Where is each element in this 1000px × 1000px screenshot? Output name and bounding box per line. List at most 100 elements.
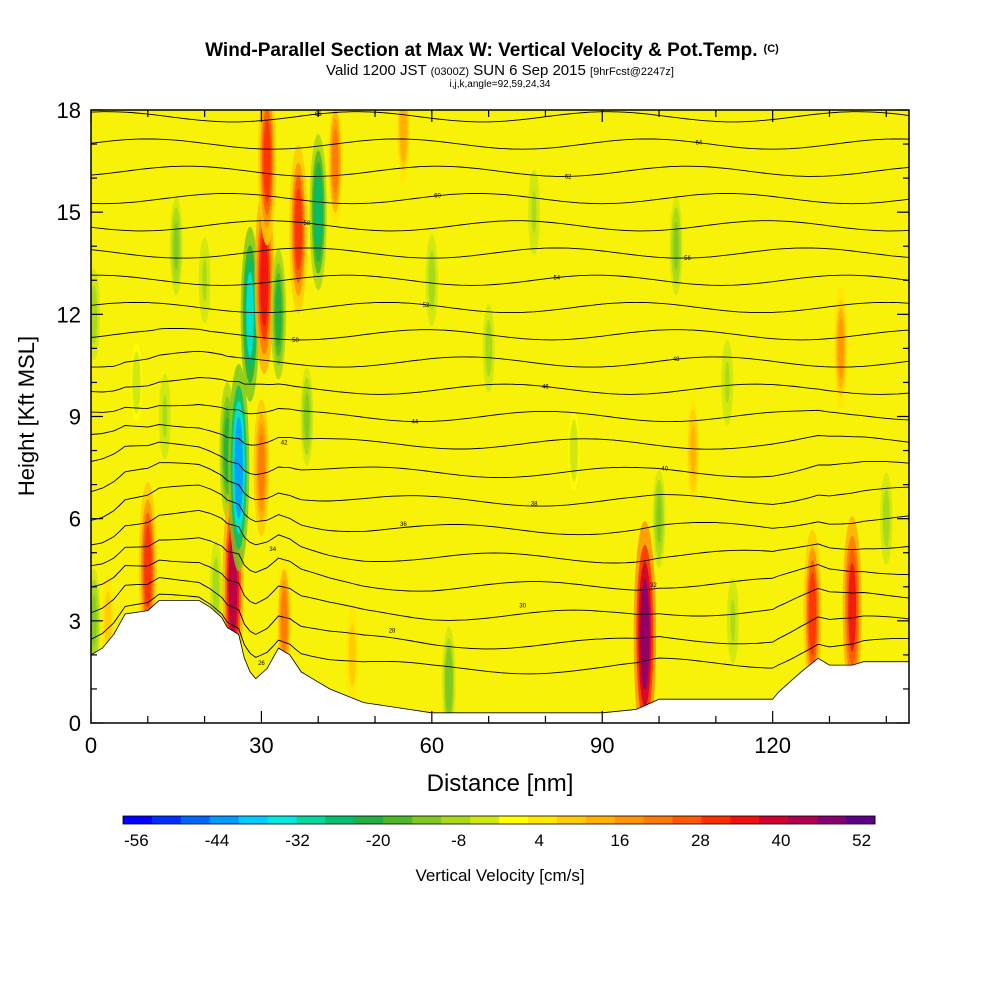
velocity-cell-band [263, 119, 271, 203]
theta-contour-label: 42 [281, 440, 288, 446]
colorbar: -56 -44 -32 -20 -8 4 16 28 40 52 Vertical Velocit… [122, 815, 876, 885]
velocity-cell-band [690, 424, 696, 477]
colorbar-swatch [441, 816, 471, 824]
velocity-cell [568, 410, 580, 491]
theta-contour-label: 64 [695, 141, 702, 147]
theta-contour [91, 441, 909, 479]
colorbar-tick-label: -56 [124, 831, 149, 850]
theta-contour-label: 30 [519, 604, 526, 610]
velocity-cell [425, 234, 439, 327]
velocity-cell-band [162, 395, 168, 438]
velocity-cell-band [105, 598, 111, 644]
velocity-cell-band [808, 572, 817, 656]
velocity-cell [345, 605, 359, 705]
velocity-cell-band [349, 630, 355, 679]
colorbar-tick-label: 40 [772, 831, 791, 850]
colorbar-tick-label: 16 [610, 831, 629, 850]
velocity-cell [482, 303, 495, 393]
velocity-cell-band [837, 318, 844, 379]
theta-contour-label: 36 [400, 522, 407, 528]
velocity-cell [198, 237, 211, 324]
colorbar-swatch [354, 816, 384, 824]
theta-contour-label: 62 [565, 174, 572, 180]
terrain-mask [91, 600, 909, 723]
colorbar-swatch [585, 816, 616, 824]
velocity-cell-band [724, 361, 730, 404]
chart-subtitle-indices: i,j,k,angle=92,59,24,34 [450, 79, 551, 90]
velocity-cell-band [730, 599, 736, 642]
colorbar-swatch [412, 816, 442, 824]
x-tick-label: 90 [590, 733, 614, 758]
velocity-cell [158, 373, 171, 460]
subtitle-utc: (0300Z) [431, 66, 470, 78]
y-tick-label: 12 [57, 302, 81, 327]
colorbar-tick-label: -8 [451, 831, 466, 850]
theta-contour [91, 537, 909, 592]
theta-contour-label: 46 [542, 385, 549, 391]
colorbar-swatch [643, 816, 674, 824]
y-tick-label: 3 [69, 609, 81, 634]
velocity-cell [833, 286, 849, 411]
velocity-cell [396, 110, 411, 183]
theta-contour [91, 484, 909, 536]
theta-contour [91, 192, 909, 205]
velocity-cell [289, 144, 308, 314]
y-tick-label: 0 [69, 711, 81, 736]
subtitle-fcst: [9hrFcst@2247z] [590, 66, 674, 78]
velocity-cell [130, 342, 143, 423]
theta-contour [91, 327, 909, 341]
theta-contour [91, 577, 909, 650]
plot-area: 2628303234363840424446485052545658606264… [57, 98, 910, 758]
velocity-cell-band [332, 129, 339, 194]
velocity-cell-band [275, 282, 282, 347]
velocity-cell-band [656, 494, 662, 543]
velocity-cell [101, 574, 115, 667]
colorbar-swatch [151, 816, 182, 824]
velocity-cell [669, 197, 683, 296]
x-tick-label: 0 [85, 733, 97, 758]
theta-contour [91, 593, 909, 675]
colorbar-swatch [672, 816, 702, 824]
theta-contour [91, 509, 909, 564]
colorbar-swatch [325, 816, 355, 824]
theta-contour-label: 26 [258, 661, 265, 667]
colorbar-swatch [730, 816, 760, 824]
velocity-cell-band [640, 578, 650, 690]
velocity-cell-band [234, 416, 243, 519]
velocity-cell [726, 578, 739, 664]
chart-subtitle: Valid 1200 JST (0300Z) SUN 6 Sep 2015 [9… [326, 62, 674, 79]
velocity-cell [441, 626, 456, 723]
velocity-cell [253, 399, 270, 536]
theta-contour [91, 350, 909, 368]
colorbar-tick-label: -32 [285, 831, 310, 850]
velocity-cell-band [429, 257, 435, 303]
colorbar-tick-label: 52 [852, 831, 871, 850]
theta-contour-label: 44 [411, 420, 418, 426]
colorbar-swatch [180, 816, 211, 824]
theta-contour-label: 38 [531, 501, 538, 507]
colorbar-swatch [701, 816, 731, 824]
colorbar-label: Vertical Velocity [cm/s] [415, 866, 584, 885]
velocity-cell [309, 134, 327, 291]
theta-contour [91, 138, 909, 150]
theta-contour-label: 54 [553, 275, 560, 281]
theta-contour-label: 50 [292, 338, 299, 344]
colorbar-tick-label: -20 [366, 831, 391, 850]
colorbar-tick-label: 4 [535, 831, 544, 850]
velocity-cell-band [314, 173, 322, 251]
colorbar-swatch [209, 816, 240, 824]
velocity-cell-band [134, 363, 139, 402]
theta-contour-label: 40 [661, 466, 668, 472]
colorbar-frame [122, 815, 876, 825]
y-tick-label: 6 [69, 507, 81, 532]
x-tick-label: 120 [754, 733, 791, 758]
y-tick-label: 18 [57, 98, 81, 123]
x-tick-label: 60 [420, 733, 444, 758]
x-axis-label: Distance [nm] [427, 770, 574, 797]
velocity-cell-band [213, 564, 219, 610]
colorbar-tick-label: -44 [205, 831, 230, 850]
y-tick-label: 9 [69, 405, 81, 430]
colorbar-swatch [527, 816, 558, 824]
theta-contour [91, 247, 909, 259]
